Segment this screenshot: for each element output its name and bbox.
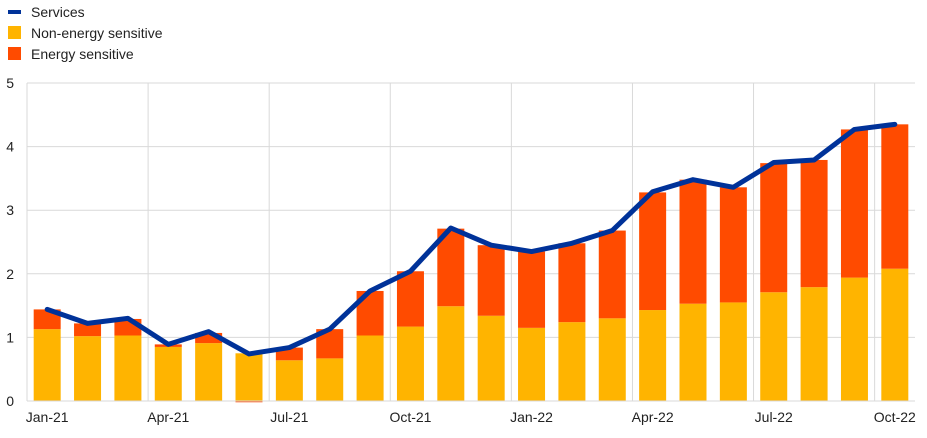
x-tick-label: Jan-22 [510, 409, 553, 425]
x-tick-label: Jan-21 [26, 409, 69, 425]
y-tick-label: 5 [6, 75, 14, 91]
bar-energy [195, 332, 223, 344]
bar-non-energy [881, 268, 909, 401]
bar-energy [518, 251, 546, 328]
x-tick-label: Oct-22 [874, 409, 916, 425]
bar-non-energy [275, 360, 303, 401]
bar-energy [558, 243, 586, 323]
x-tick-label: Oct-21 [389, 409, 431, 425]
legend-swatch [8, 47, 21, 60]
bar-non-energy [760, 292, 788, 401]
bar-non-energy [518, 327, 546, 401]
y-tick-label: 4 [6, 139, 14, 155]
bar-energy [840, 129, 868, 278]
legend-item-non-energy: Non-energy sensitive [8, 22, 163, 43]
bar-energy [800, 159, 828, 288]
bar-non-energy [598, 318, 626, 401]
bar-energy [477, 245, 505, 316]
bar-non-energy [719, 302, 747, 401]
bar-non-energy [154, 346, 182, 401]
bar-energy [74, 323, 102, 337]
bar-non-energy [33, 329, 61, 401]
bar-energy [235, 401, 263, 403]
services-line [44, 121, 898, 357]
legend-swatch-line [8, 9, 21, 14]
x-tick-label: Apr-22 [632, 409, 674, 425]
legend-item-energy: Energy sensitive [8, 43, 163, 64]
bar-energy [719, 187, 747, 303]
y-tick-label: 3 [6, 202, 14, 218]
y-tick-label: 1 [6, 329, 14, 345]
bar-non-energy [639, 310, 667, 401]
legend-swatch [8, 26, 21, 39]
legend-label: Non-energy sensitive [31, 24, 163, 41]
bar-energy [881, 124, 909, 269]
bar-non-energy [356, 335, 384, 401]
legend: Services Non-energy sensitive Energy sen… [8, 1, 163, 64]
bar-non-energy [800, 287, 828, 401]
bar-non-energy [316, 358, 344, 401]
bar-non-energy [396, 326, 424, 401]
y-tick-label: 2 [6, 266, 14, 282]
x-tick-label: Jul-22 [755, 409, 793, 425]
bar-non-energy [840, 277, 868, 401]
legend-label: Energy sensitive [31, 45, 134, 62]
bar-energy [639, 192, 667, 311]
bar-energy [437, 228, 465, 307]
legend-item-services: Services [8, 1, 163, 22]
bar-non-energy [558, 322, 586, 401]
bar-energy [396, 271, 424, 327]
bar-non-energy [679, 303, 707, 401]
bar-energy [679, 179, 707, 304]
bar-non-energy [477, 315, 505, 401]
y-tick-label: 0 [6, 393, 14, 409]
bar-non-energy [195, 343, 223, 401]
bar-non-energy [437, 306, 465, 401]
x-tick-label: Jul-21 [270, 409, 308, 425]
x-tick-label: Apr-21 [147, 409, 189, 425]
bar-non-energy [114, 335, 142, 401]
bar-non-energy [74, 336, 102, 401]
legend-label: Services [31, 3, 85, 20]
bar-non-energy [235, 353, 263, 401]
bar-energy [598, 230, 626, 319]
bar-energy [760, 163, 788, 293]
